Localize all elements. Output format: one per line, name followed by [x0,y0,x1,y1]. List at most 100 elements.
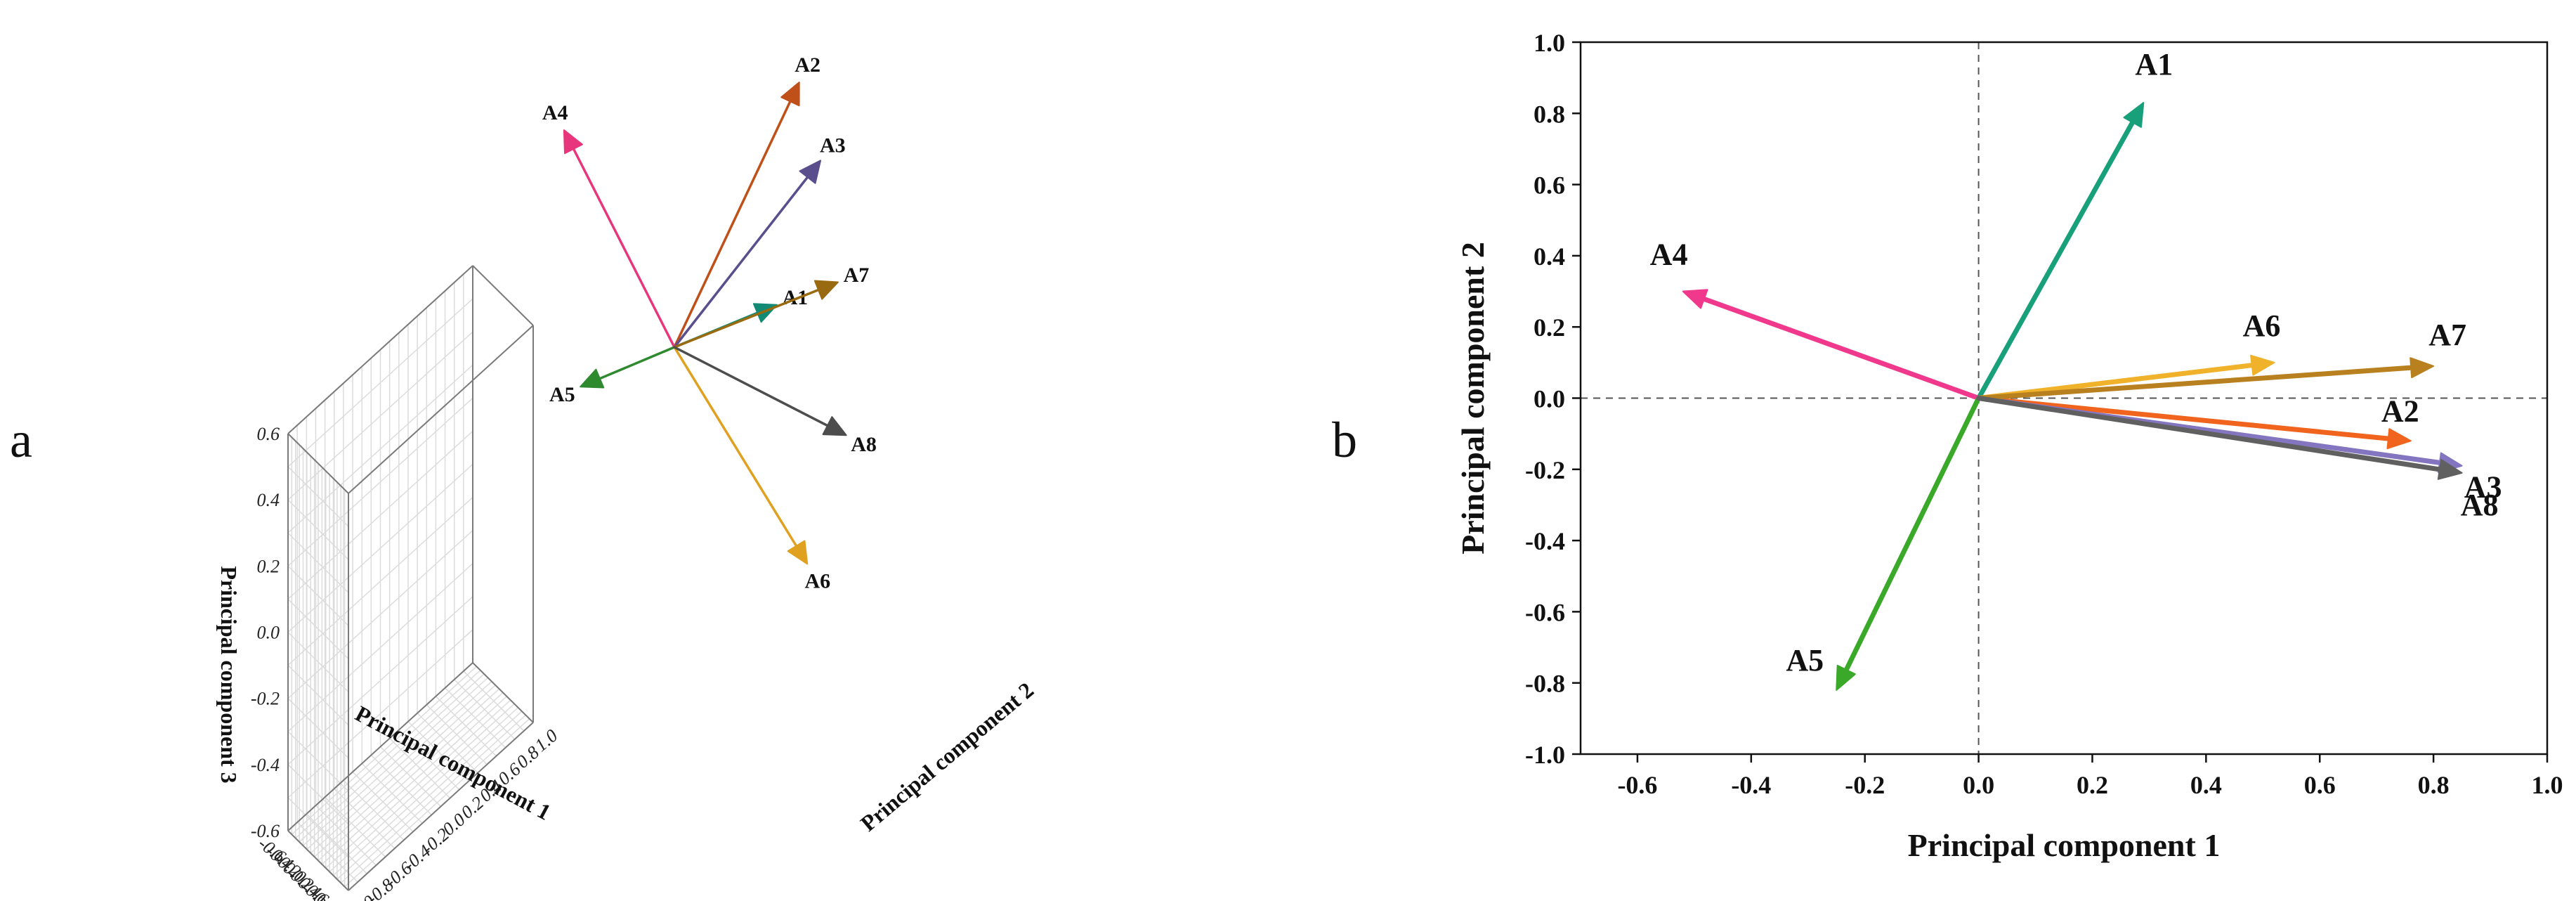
z-tick-label: -0.6 [251,821,280,841]
x-tick-label: 0.0 [1963,771,1994,799]
x-tick-label: 1.0 [318,895,348,901]
z-tick-label: 0.6 [257,424,280,444]
vector-label-A4: A4 [1650,238,1688,272]
vector-2d-A4 [1682,289,1982,401]
gridline-left-z [287,499,349,560]
z-tick-label: -0.2 [251,689,280,709]
vector-2d-A2-head [2386,428,2412,450]
vector-label-A1: A1 [2135,47,2173,82]
vector-label-A8: A8 [851,433,877,456]
z-tick-label: 0.0 [257,623,280,643]
y-tick-label: 0.4 [1534,242,1565,271]
box-edge [287,433,349,494]
gridline-back-z [287,463,473,633]
gridline-back-z [287,364,473,533]
y-tick-label: 0.2 [1534,313,1565,342]
gridline-left-z [287,797,349,858]
gridline-floor-y [343,779,405,841]
gridline-floor-y [370,754,432,815]
box-edge [348,722,534,891]
gridline-floor-y [361,763,423,824]
z-tick-label: 0.4 [257,490,280,510]
panel-label-a: a [10,412,32,468]
vector-2d-A6-head [2250,354,2275,376]
vector-label-A6: A6 [2243,309,2281,343]
box-edge [287,662,473,831]
x-tick-label: 1.0 [2532,771,2563,799]
box-edge [287,265,473,434]
gridline-floor-y [417,713,478,774]
vector-3d-A3-shaft [673,174,811,349]
vector-3d-A7-shaft [673,287,823,349]
vector-3d-A6-head [787,540,809,565]
vector-3d-A8-head [822,416,847,436]
gridline-floor-y [435,696,497,757]
box-3d [287,265,534,891]
x-tick-label: -0.6 [1617,771,1657,799]
vector-3d-A2-shaft [673,97,793,349]
gridline-left-z [287,698,349,759]
gridline-left-z [287,466,349,527]
vector-3d-A5-head [580,368,605,389]
gridline-left-z [287,731,349,792]
gridline-back-z [287,596,473,765]
vector-label-A5: A5 [549,383,575,406]
vector-2d-A7 [1976,357,2435,401]
vector-3d-A6 [673,346,809,565]
gridline-back-z [287,331,473,500]
gridline-floor-y [389,738,451,799]
vector-label-A3: A3 [820,134,846,157]
vector-3d-A5 [580,346,676,389]
y-axis-title: Principal component 2 [856,677,1038,836]
box-edge [472,662,534,723]
z-axis-title: Principal component 3 [216,566,242,783]
chart-3d: -0.6-0.4-0.20.00.20.40.6-0.6-0.4-0.20.00… [216,53,1038,901]
vector-3d-A8-shaft [673,346,832,429]
gridline-back-z [287,397,473,566]
y-tick-label: -0.6 [1525,598,1565,626]
vector-2d-A5-shaft [1842,396,1982,675]
vector-3d-A4-head [563,129,583,155]
vector-3d-A2-head [780,82,800,107]
box-edge [287,830,349,891]
gridline-floor-y [325,796,386,857]
gridline-back-z [287,530,473,699]
gridline-left-z [287,665,349,726]
vector-2d-A8 [1976,396,2463,480]
vector-2d-A2 [1976,396,2412,450]
gridline-floor-y [445,687,506,748]
vector-2d-A8-shaft [1976,396,2445,473]
gridline-floor-y [398,730,460,791]
gridline-left-z [287,631,349,693]
gridline-floor-y [407,721,469,782]
vector-3d-A6-shaft [673,346,799,550]
vector-3d-A5-shaft [596,346,676,381]
gridline-floor-y [426,704,488,765]
gridline-back-z [287,298,473,467]
x-tick-label: 0.4 [2190,771,2222,799]
x-tick-label: 0.2 [2077,771,2108,799]
vector-3d-A3 [673,160,822,349]
vector-2d-A4-shaft [1699,295,1982,401]
y-tick-label: -0.2 [1525,456,1565,484]
vector-label-A5: A5 [1786,643,1824,678]
vector-3d-A7 [673,280,839,349]
y-axis-title: Principal component 2 [1455,242,1491,555]
vector-label-A7: A7 [844,264,870,287]
box-edge [472,265,534,326]
vector-2d-A6 [1976,354,2275,401]
vector-3d-A7-head [813,280,839,300]
x-tick-label: -0.2 [1845,771,1885,799]
vector-2d-A7-shaft [1976,365,2417,401]
y-tick-label: 1.0 [1534,29,1565,57]
vector-label-A3: A3 [2464,470,2502,505]
vector-2d-A1 [1976,102,2145,401]
gridline-back-z [287,497,473,666]
vector-3d-A8 [673,346,847,436]
vector-3d-A3-head [799,160,822,184]
panel-label-b: b [1332,412,1357,468]
vector-3d-A4 [563,129,676,349]
gridline-floor-y [352,771,414,832]
vector-label-A6: A6 [805,569,831,592]
y-tick-label: 0.6 [1534,171,1565,200]
